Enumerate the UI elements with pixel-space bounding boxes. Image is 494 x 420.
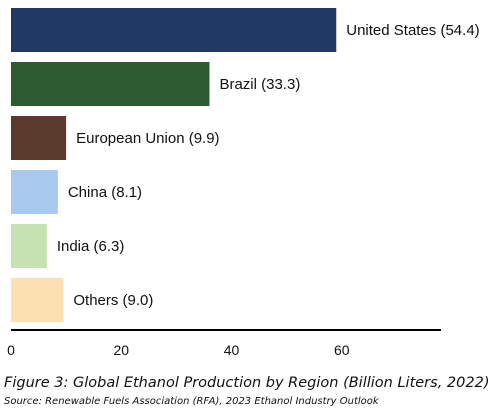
bar-label-china: China (8.1) (68, 184, 142, 201)
figure-source: Source: Renewable Fuels Association (RFA… (4, 396, 379, 407)
figure-caption: Figure 3: Global Ethanol Production by R… (4, 375, 490, 391)
bar-label-india: India (6.3) (57, 238, 125, 255)
bar-brazil (11, 62, 210, 106)
bars-group (11, 8, 337, 322)
bar-label-european-union: European Union (9.9) (76, 130, 219, 147)
x-tick-label-0: 0 (7, 342, 15, 358)
bar-label-united-states: United States (54.4) (346, 22, 479, 39)
bar-chart: United States (54.4) Brazil (33.3) Europea… (7, 8, 480, 358)
x-tick-label-20: 20 (113, 342, 129, 358)
bar-label-others: Others (9.0) (73, 292, 153, 309)
bar-european-union (11, 116, 67, 160)
bar-others (11, 278, 64, 322)
x-tick-label-40: 40 (224, 342, 240, 358)
bar-label-brazil: Brazil (33.3) (219, 76, 300, 93)
bar-india (11, 224, 47, 268)
x-tick-labels-group: 0 20 40 60 (7, 342, 350, 358)
x-tick-label-60: 60 (334, 342, 350, 358)
bar-labels-group: United States (54.4) Brazil (33.3) Europea… (57, 22, 480, 309)
bar-china (11, 170, 58, 214)
bar-united-states (11, 8, 337, 52)
